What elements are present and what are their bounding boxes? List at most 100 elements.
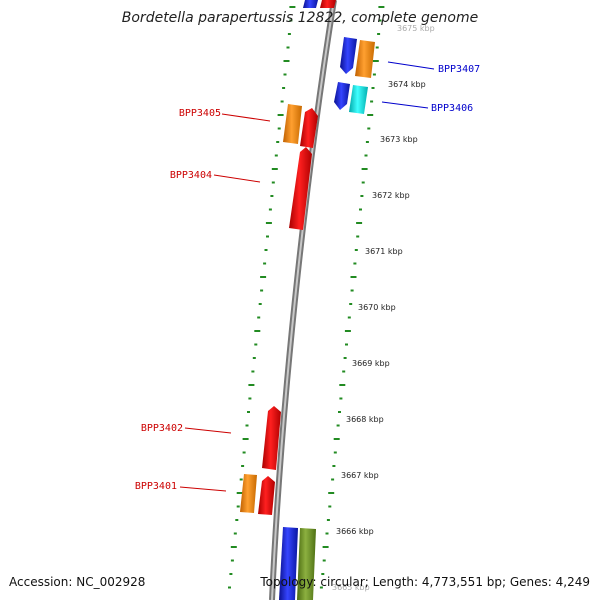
gc-dot <box>319 586 323 589</box>
gene-label-bpp3407[interactable]: BPP3407 <box>438 64 480 75</box>
gc-dot <box>378 19 382 22</box>
gc-dot <box>377 33 381 35</box>
gc-dot <box>251 370 255 373</box>
accession-text: Accession: NC_002928 <box>9 575 146 589</box>
gc-dot <box>282 87 286 89</box>
gc-dot <box>336 424 340 427</box>
gc-dot <box>263 262 267 265</box>
gc-dot <box>328 505 332 508</box>
gc-dot <box>364 154 368 157</box>
gc-dot <box>372 73 376 76</box>
gc-dot <box>283 73 287 76</box>
label-leaders <box>179 61 435 492</box>
gene-label-bpp3404[interactable]: BPP3404 <box>170 170 212 181</box>
tick-label: 3675 kbp <box>397 24 435 33</box>
gc-dot <box>332 465 336 467</box>
gene-top-red <box>320 0 336 8</box>
gc-dot <box>367 114 374 116</box>
gc-dot <box>268 208 272 211</box>
gc-dot <box>344 330 351 332</box>
gc-dot <box>356 222 363 224</box>
tick-label: 3673 kbp <box>380 135 418 144</box>
gc-dot <box>229 573 233 575</box>
tick-label: 3667 kbp <box>341 471 379 480</box>
gc-dot <box>322 559 326 562</box>
gc-dot <box>276 141 280 143</box>
gc-dot <box>349 303 353 305</box>
gc-dot <box>257 316 261 319</box>
gc-track-right <box>319 6 385 589</box>
gene-label-bpp3402[interactable]: BPP3402 <box>141 423 183 434</box>
gc-dot <box>328 492 335 494</box>
gc-dot <box>378 6 385 8</box>
gene-bpp3401-red <box>258 476 275 515</box>
gene-bpp3402-red <box>262 406 281 470</box>
gene-features <box>240 0 375 600</box>
gc-dot <box>230 559 234 562</box>
gc-dot <box>228 586 231 589</box>
gene-bottom-blue <box>279 527 298 600</box>
gc-dot <box>370 100 374 103</box>
tick-label: 3665 kbp <box>332 583 370 592</box>
tick-label: 3668 kbp <box>346 415 384 424</box>
gene-bpp3406-cyan <box>349 85 368 114</box>
gc-dot <box>254 343 258 346</box>
gc-dot <box>236 505 240 508</box>
gc-dot <box>245 424 249 427</box>
gc-dot <box>252 357 256 359</box>
gc-dot <box>277 114 284 116</box>
tick-label: 3674 kbp <box>388 80 426 89</box>
genome-title: Bordetella parapertussis 12822, complete… <box>121 10 479 26</box>
gc-dot <box>321 573 325 575</box>
tick-label: 3670 kbp <box>358 303 396 312</box>
gc-dot <box>367 127 371 130</box>
gc-dot <box>248 397 252 400</box>
gene-label-bpp3405[interactable]: BPP3405 <box>179 108 221 119</box>
gc-dot <box>345 343 348 346</box>
gc-dot <box>338 411 341 413</box>
gc-dot <box>264 249 268 251</box>
gc-dot <box>260 276 267 278</box>
gene-top-blue <box>303 0 318 8</box>
gene-bottom-olive <box>297 528 316 600</box>
gc-dot <box>361 168 368 170</box>
gc-dot <box>230 546 237 548</box>
gene-label-bpp3401[interactable]: BPP3401 <box>135 481 177 492</box>
gc-dot <box>350 276 357 278</box>
tick-label: 3669 kbp <box>352 359 390 368</box>
gc-dot <box>242 438 249 440</box>
gc-dot <box>356 235 360 238</box>
gc-dot <box>322 546 329 548</box>
gc-dot <box>365 141 369 143</box>
gc-dot <box>289 19 293 22</box>
gc-dot <box>325 532 329 535</box>
gene-bpp3404-red <box>289 147 312 230</box>
gc-dot <box>274 154 278 157</box>
gc-dot <box>339 384 346 386</box>
gc-dot <box>354 249 358 251</box>
gc-dot <box>235 519 239 521</box>
gc-dot <box>339 397 343 400</box>
gene-label-bpp3406[interactable]: BPP3406 <box>431 103 473 114</box>
gc-dot <box>372 60 379 62</box>
gc-dot <box>359 208 362 211</box>
gene-bpp3401-orange <box>240 474 257 513</box>
gc-dot <box>254 330 261 332</box>
scale-ticks: 3675 kbp 3674 kbp 3673 kbp 3672 kbp 3671… <box>332 24 435 592</box>
gc-dot <box>371 87 375 89</box>
gc-dot <box>280 100 284 103</box>
gc-dot <box>342 370 346 373</box>
gene-bpp3405-red <box>300 108 318 148</box>
gc-dot <box>375 46 379 49</box>
gc-dot <box>266 235 269 238</box>
gc-dot <box>265 222 272 224</box>
gc-dot <box>326 519 330 521</box>
gc-dot <box>241 465 245 467</box>
gc-dot <box>361 181 365 184</box>
topology-text: Topology: circular; Length: 4,773,551 bp… <box>260 575 590 589</box>
tick-label: 3666 kbp <box>336 527 374 536</box>
tick-label: 3672 kbp <box>372 191 410 200</box>
gc-dot <box>286 46 290 49</box>
gene-bpp3407-blue <box>340 37 357 74</box>
